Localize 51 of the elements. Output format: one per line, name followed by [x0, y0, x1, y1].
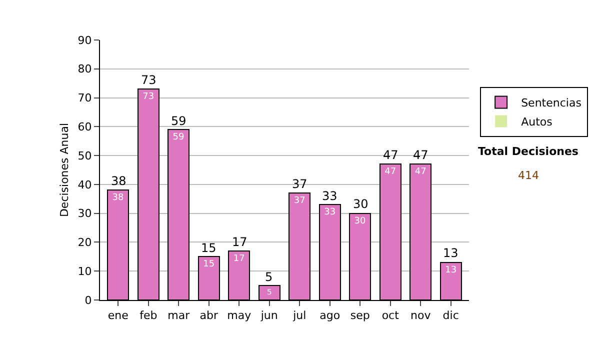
x-tick-label: sep — [350, 309, 370, 322]
legend-label: Sentencias — [521, 96, 582, 110]
y-tick-label: 20 — [78, 236, 92, 250]
y-tick-label: 80 — [78, 62, 92, 76]
data-label: 38 — [112, 193, 124, 204]
data-label: 13 — [445, 265, 457, 276]
data-label: 47 — [384, 167, 396, 178]
total-label: 33 — [322, 189, 338, 203]
total-label: 15 — [201, 241, 216, 255]
total-label: 73 — [141, 73, 156, 87]
total-label: 37 — [292, 177, 308, 191]
total-label: 38 — [111, 174, 126, 188]
text: Total Decisiones — [478, 145, 579, 158]
total-label: 30 — [353, 197, 368, 211]
y-axis-title: Decisiones Anual — [58, 122, 71, 218]
text: 414 — [518, 169, 539, 182]
data-label: 47 — [414, 167, 426, 178]
x-tick-label: ago — [320, 309, 340, 322]
x-tick-label: abr — [200, 309, 218, 322]
total-label: 47 — [383, 148, 398, 162]
x-tick-label: dic — [442, 309, 459, 322]
data-label: 30 — [354, 216, 366, 226]
total-label: 13 — [443, 246, 458, 260]
x-tick-label: oct — [382, 309, 400, 322]
y-tick-label: 30 — [78, 207, 92, 220]
total-label: 59 — [171, 114, 186, 128]
data-label: 17 — [233, 254, 245, 264]
data-label: 59 — [172, 132, 185, 143]
y-tick-label: 40 — [78, 178, 92, 192]
y-tick-label: 0 — [84, 294, 92, 307]
data-label: 37 — [294, 196, 306, 206]
data-label: 73 — [142, 92, 154, 102]
x-tick-label: mar — [168, 309, 190, 322]
legend-label: Autos — [521, 116, 553, 129]
total-label: 47 — [413, 148, 428, 162]
data-label: 15 — [203, 260, 215, 270]
y-tick-label: 10 — [78, 264, 92, 278]
x-tick-label: jun — [260, 309, 278, 322]
y-tick-label: 60 — [78, 120, 92, 134]
data-label: 5 — [266, 287, 272, 296]
total-label: 5 — [265, 270, 273, 284]
y-tick-label: 50 — [78, 149, 92, 162]
x-tick-label: feb — [140, 309, 158, 322]
y-tick-label: 70 — [78, 92, 92, 105]
x-tick-label: nov — [410, 309, 432, 322]
total-label: 17 — [232, 235, 248, 249]
data-label: 33 — [324, 208, 336, 218]
x-tick-label: ene — [108, 309, 129, 322]
y-tick-label: 90 — [78, 34, 92, 47]
x-tick-label: may — [227, 309, 252, 322]
x-tick-label: jul — [292, 309, 306, 322]
